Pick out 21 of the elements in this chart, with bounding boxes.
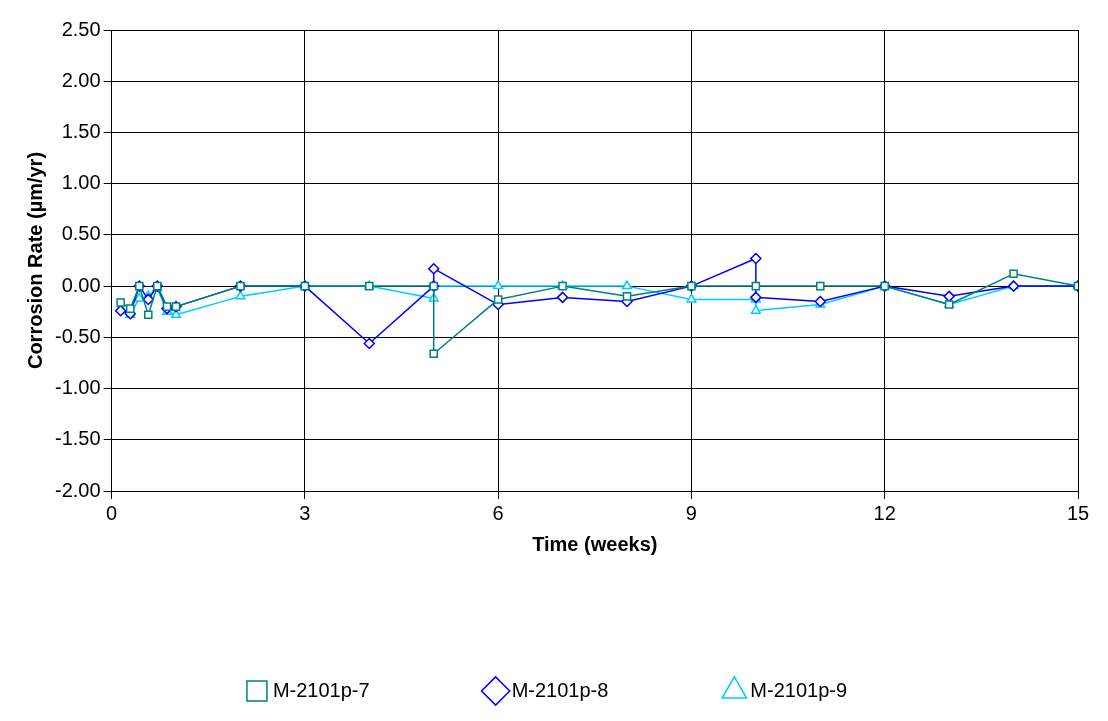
x-tick-label: 12 bbox=[873, 501, 896, 524]
y-tick-label: 1.00 bbox=[61, 171, 101, 194]
y-axis-title: Corrosion Rate (µm/yr) bbox=[23, 151, 46, 370]
x-tick-label: 15 bbox=[1066, 501, 1090, 524]
x-tick-label: 3 bbox=[299, 501, 311, 524]
x-tick-label: 0 bbox=[106, 501, 118, 524]
y-tick-label: 2.50 bbox=[61, 17, 101, 40]
x-tick-label: 9 bbox=[685, 501, 697, 524]
y-tick-label: 0.00 bbox=[61, 273, 101, 296]
y-tick-label: -1.00 bbox=[54, 376, 101, 399]
legend-label: M-2101p-9 bbox=[750, 678, 848, 701]
x-tick-label: 6 bbox=[492, 501, 504, 524]
y-tick-label: 0.50 bbox=[61, 222, 101, 245]
legend-label: M-2101p-8 bbox=[511, 678, 609, 701]
y-tick-label: 2.00 bbox=[61, 68, 101, 91]
y-tick-label: -0.50 bbox=[54, 324, 101, 347]
legend-label: M-2101p-7 bbox=[272, 678, 370, 701]
y-tick-label: -1.50 bbox=[54, 427, 101, 450]
y-tick-label: 1.50 bbox=[61, 119, 101, 142]
x-axis-title: Time (weeks) bbox=[532, 532, 658, 555]
y-tick-label: -2.00 bbox=[54, 478, 101, 501]
